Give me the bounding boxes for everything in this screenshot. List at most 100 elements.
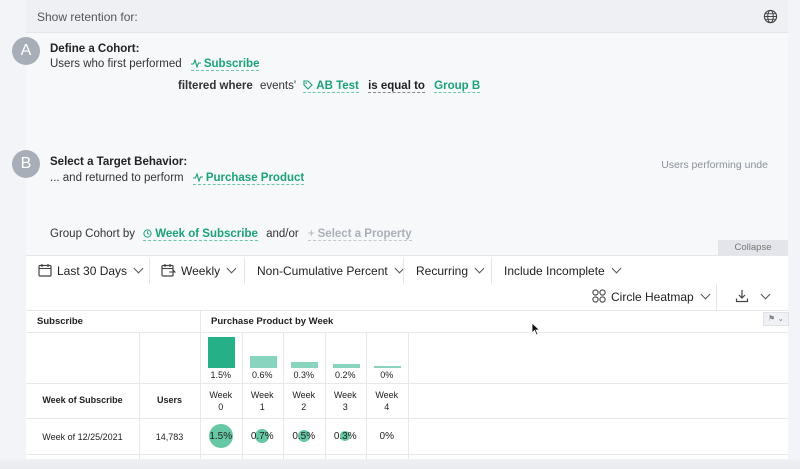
- mode-dropdown[interactable]: Non-Cumulative Percent: [257, 260, 405, 282]
- cohort-title: Define a Cohort:: [50, 43, 140, 55]
- table-overflow-fade: [0, 459, 800, 469]
- event-activity-icon: [192, 173, 203, 182]
- export-menu-dropdown[interactable]: [754, 286, 771, 308]
- target-event-selector[interactable]: Purchase Product: [192, 172, 305, 185]
- divider: [26, 383, 788, 384]
- group-property-label: Week of Subscribe: [155, 228, 258, 240]
- col-users-header: Users: [156, 395, 183, 405]
- divider: [241, 333, 243, 469]
- select-property-label: Select a Property: [317, 228, 412, 240]
- retention-table: Subscribe Purchase Product by Week ⚑ ⌄ W…: [26, 311, 789, 469]
- globe-icon[interactable]: [763, 9, 778, 24]
- divider: [244, 258, 245, 284]
- circle-heatmap-icon: [592, 289, 606, 303]
- week-column-header: Week 3: [325, 389, 367, 413]
- week-column-header: Week 0: [200, 389, 242, 413]
- divider: [149, 258, 150, 284]
- target-badge: B: [12, 150, 40, 178]
- cohort-event-label: Subscribe: [203, 58, 260, 70]
- divider: [403, 258, 404, 284]
- heatmap-circle[interactable]: [297, 430, 310, 442]
- show-retention-label: Show retention for:: [37, 10, 138, 24]
- chevron-down-icon: [611, 263, 622, 274]
- right-table-header: Purchase Product by Week: [200, 311, 788, 333]
- recurring-label: Recurring: [416, 264, 469, 278]
- group-prefix: Group Cohort by: [50, 228, 136, 240]
- retention-cell-value: 0.3%: [333, 431, 357, 442]
- group-andor: and/or: [266, 228, 299, 240]
- divider: [26, 454, 788, 455]
- week-label: Week: [209, 390, 233, 400]
- collapse-button[interactable]: Collapse: [718, 240, 788, 255]
- divider: [139, 333, 140, 469]
- group-property-selector[interactable]: Week of Subscribe: [143, 228, 258, 241]
- event-activity-icon: [190, 59, 201, 68]
- retention-cell-value: 1.5%: [209, 431, 233, 442]
- summary-bar-week-2[interactable]: [291, 361, 319, 368]
- summary-bar-week-3[interactable]: [332, 363, 360, 368]
- week-number: 4: [384, 402, 390, 412]
- chevron-down-icon: [474, 263, 485, 274]
- incomplete-label: Include Incomplete: [504, 264, 605, 278]
- target-right-note: Users performing unde: [661, 159, 768, 171]
- filter-source: events': [259, 80, 297, 92]
- cohort-line: Users who first performed Subscribe: [50, 58, 260, 71]
- view-dropdown[interactable]: Circle Heatmap: [592, 286, 711, 308]
- flag-menu-button[interactable]: ⚑ ⌄: [763, 312, 789, 326]
- target-event-label: Purchase Product: [205, 172, 305, 184]
- cohort-filter-line: filtered where events' AB Test is equal …: [178, 80, 481, 93]
- retention-cell-value: 0%: [379, 431, 394, 442]
- filter-property-selector[interactable]: AB Test: [303, 80, 359, 93]
- week-label: Week: [250, 390, 274, 400]
- report-controls: Last 30 Days Weekly Non-Cumulative Perce…: [26, 255, 788, 311]
- target-title: Select a Target Behavior:: [50, 156, 188, 168]
- select-property-button[interactable]: + Select a Property: [307, 228, 412, 241]
- view-label: Circle Heatmap: [611, 290, 694, 304]
- filter-operator-selector[interactable]: is equal to: [368, 80, 425, 93]
- incomplete-dropdown[interactable]: Include Incomplete: [504, 260, 622, 282]
- chevron-down-icon: ⌄: [777, 314, 785, 323]
- row-cohort-label: Week of 12/25/2021: [42, 432, 123, 442]
- query-builder: A Define a Cohort: Users who first perfo…: [12, 33, 788, 255]
- col-cohort-header: Week of Subscribe: [42, 395, 123, 405]
- week-number: 3: [342, 402, 348, 412]
- week-number: 2: [301, 402, 307, 412]
- week-column-header: Week 2: [283, 389, 325, 413]
- divider: [366, 333, 367, 469]
- chevron-down-icon: [133, 263, 144, 274]
- row-users-value: 14,783: [155, 432, 184, 442]
- heatmap-circle[interactable]: [255, 428, 270, 444]
- group-cohort-line: Group Cohort by Week of Subscribe and/or…: [50, 228, 412, 241]
- interval-dropdown[interactable]: Weekly: [161, 260, 237, 282]
- date-range-dropdown[interactable]: Last 30 Days: [38, 260, 144, 282]
- summary-value-week-1: 0.6%: [251, 370, 273, 380]
- summary-value-week-0: 1.5%: [210, 370, 231, 380]
- cohort-event-selector[interactable]: Subscribe: [190, 58, 260, 71]
- tag-icon: [303, 80, 314, 90]
- retention-cell-value: 0.5%: [292, 431, 316, 442]
- plus-icon: +: [307, 228, 315, 240]
- recurring-dropdown[interactable]: Recurring: [416, 260, 485, 282]
- divider: [716, 284, 717, 310]
- filter-value-selector[interactable]: Group B: [434, 80, 481, 93]
- flag-icon: ⚑: [767, 314, 776, 323]
- summary-bar-week-1[interactable]: [249, 355, 277, 368]
- summary-bar-week-4[interactable]: [374, 366, 402, 368]
- divider: [324, 333, 326, 469]
- left-table-header: Subscribe: [26, 311, 200, 333]
- date-range-label: Last 30 Days: [57, 264, 128, 278]
- export-button[interactable]: [735, 286, 752, 308]
- week-number: 0: [218, 402, 224, 412]
- heatmap-circle[interactable]: [208, 424, 233, 448]
- filter-prefix: filtered where: [178, 80, 253, 92]
- divider: [283, 333, 284, 469]
- retention-cell-value: 0.7%: [250, 431, 274, 442]
- heatmap-circle[interactable]: [340, 431, 351, 441]
- week-column-header: Week 1: [242, 389, 284, 413]
- week-column-header: Week 4: [366, 389, 408, 413]
- divider: [200, 311, 201, 469]
- interval-label: Weekly: [181, 264, 221, 278]
- mouse-cursor-icon: [531, 322, 541, 336]
- week-number: 1: [259, 402, 265, 412]
- summary-bar-week-0[interactable]: [208, 337, 236, 368]
